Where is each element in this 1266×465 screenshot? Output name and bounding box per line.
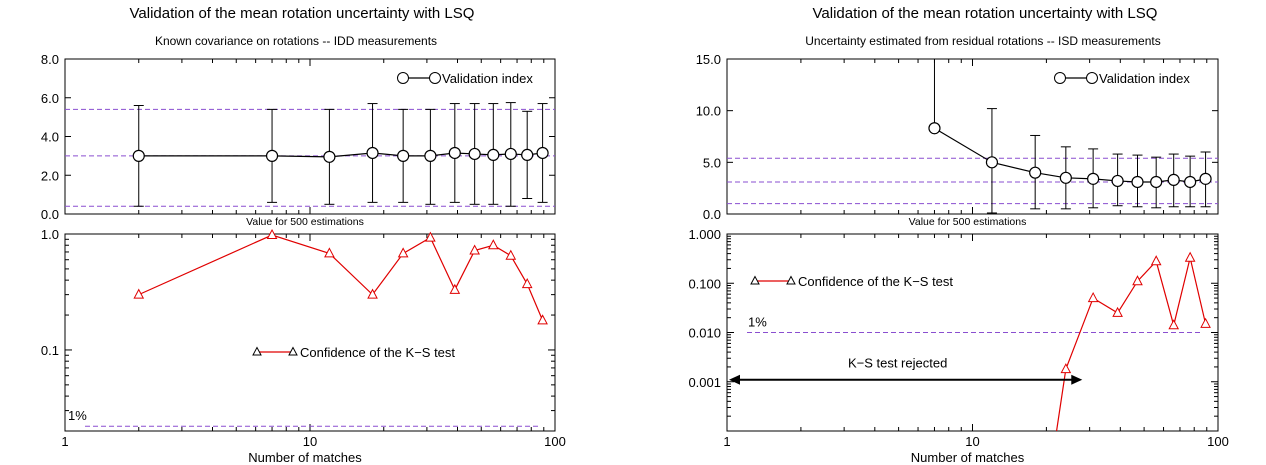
chart1-validation-point <box>521 148 534 162</box>
chart2-ks-point <box>1184 251 1196 262</box>
chart2-x-axis-label: Number of matches <box>911 450 1025 465</box>
chart2-ks-point <box>1087 292 1099 303</box>
chart2-validation-point <box>1087 172 1100 185</box>
chart1-xtick-label: 100 <box>544 434 566 449</box>
chart2-ks-point <box>1200 317 1211 328</box>
chart2-title: Validation of the mean rotation uncertai… <box>813 5 1158 22</box>
chart2-bottom-ytick-label: 1.000 <box>688 227 721 242</box>
chart2-validation-point <box>1059 171 1072 184</box>
chart1-between-label: Value for 500 estimations <box>246 216 364 228</box>
chart1-legend-label-bottom: Confidence of the K−S test <box>300 345 455 360</box>
chart1-validation-point <box>366 146 379 160</box>
chart1-ks-point <box>449 283 461 294</box>
chart1-ks-point <box>521 277 533 289</box>
chart2-bottom-ytick-label: 0.100 <box>688 276 721 291</box>
chart1-validation-point <box>487 148 500 162</box>
chart2-legend-marker-top <box>1054 72 1066 84</box>
chart2-validation-point <box>928 122 941 135</box>
chart1-xtick-label: 1 <box>61 434 68 449</box>
chart2-top-ytick-label: 5.0 <box>703 155 721 170</box>
chart2-validation-point <box>1150 175 1163 189</box>
chart2-ks-line <box>1055 257 1207 432</box>
chart2-validation-point <box>1131 175 1144 189</box>
chart1-top-ytick-label: 2.0 <box>41 168 59 183</box>
chart1-ks-point <box>425 231 436 242</box>
chart1-legend-marker-bottom <box>252 346 262 356</box>
chart2-legend-label-top: Validation index <box>1099 71 1190 86</box>
chart2-top-ytick-label: 0.0 <box>703 207 721 222</box>
chart1-bottom-frame <box>64 233 556 432</box>
chart1-legend-marker-bottom <box>288 346 298 356</box>
chart2-validation-point <box>985 156 999 169</box>
chart2-bottom-ytick-label: 0.010 <box>688 326 721 341</box>
chart1-bottom-ytick-label: 1.0 <box>41 227 59 242</box>
chart1-bottom-ytick-label: 0.1 <box>41 343 59 358</box>
chart1-validation-point <box>397 149 410 162</box>
chart1-validation-point <box>323 150 336 163</box>
chart1-validation-point <box>536 146 549 160</box>
chart2-validation-point <box>1029 166 1042 179</box>
chart2-xtick-label: 100 <box>1207 434 1229 449</box>
chart1-title: Validation of the mean rotation uncertai… <box>130 5 475 22</box>
chart2-rejected-label: K−S test rejected <box>848 356 947 371</box>
chart2-legend-label-bottom: Confidence of the K−S test <box>798 274 953 289</box>
chart1-ks-point <box>537 314 548 325</box>
chart2-top-ytick-label: 10.0 <box>696 104 721 119</box>
chart1-top-ytick-label: 4.0 <box>41 130 59 145</box>
chart2-ks-point <box>1168 319 1180 330</box>
chart2-subtitle: Uncertainty estimated from residual rota… <box>805 34 1160 48</box>
chart2-ks-point <box>1112 306 1123 317</box>
chart2-legend-marker-top <box>1086 72 1098 84</box>
chart2-validation-point <box>1184 175 1197 189</box>
chart2-arrow-head-right <box>1071 374 1083 385</box>
chart1-validation-point <box>265 149 279 162</box>
chart2-bottom-ytick-label: 0.001 <box>688 375 721 390</box>
chart1-ks-point <box>487 239 499 250</box>
chart2-validation-point <box>1167 173 1180 186</box>
chart1-x-axis-label: Number of matches <box>248 450 362 465</box>
chart1-top-ytick-label: 6.0 <box>41 91 59 106</box>
chart2-ks-point <box>1060 363 1072 374</box>
chart1-validation-point <box>504 147 517 161</box>
chart1-ks-point <box>505 249 517 260</box>
chart1-xtick-label: 10 <box>303 434 317 449</box>
chart1-subtitle: Known covariance on rotations -- IDD mea… <box>155 34 437 48</box>
chart1-ks-point <box>324 247 335 258</box>
chart1-validation-point <box>448 146 461 160</box>
chart1-top-ytick-label: 8.0 <box>41 52 59 67</box>
chart2-ks-point <box>1150 255 1162 266</box>
chart1-top-ytick-label: 0.0 <box>41 207 59 222</box>
chart1-validation-point <box>132 149 145 162</box>
chart2-one-percent-label: 1% <box>748 315 767 330</box>
chart2-legend-marker-bottom <box>750 275 760 285</box>
chart2-top-ytick-label: 15.0 <box>696 52 721 67</box>
chart2-xtick-label: 10 <box>965 434 979 449</box>
chart1-ks-point <box>367 288 378 299</box>
chart2-between-label: Value for 500 estimations <box>909 216 1027 228</box>
chart1-validation-point <box>468 147 481 161</box>
chart1-one-percent-label: 1% <box>68 408 87 423</box>
chart1-ks-line <box>138 234 544 321</box>
chart2-validation-point <box>1199 172 1212 185</box>
chart2-arrow-head-left <box>729 374 740 385</box>
chart2-validation-point <box>1111 174 1124 188</box>
chart2-legend-marker-bottom <box>786 275 796 285</box>
chart2-xtick-label: 1 <box>723 434 730 449</box>
chart2-ks-point <box>1132 275 1143 286</box>
chart1-legend-marker-top <box>397 72 409 84</box>
chart1-ks-point <box>266 228 278 240</box>
chart1-legend-label-top: Validation index <box>442 71 533 86</box>
chart1-ks-point <box>469 244 480 255</box>
chart1-ks-point <box>397 247 409 258</box>
chart1-legend-marker-top <box>429 72 441 84</box>
chart1-ks-point <box>133 288 145 299</box>
chart1-validation-point <box>424 149 437 162</box>
